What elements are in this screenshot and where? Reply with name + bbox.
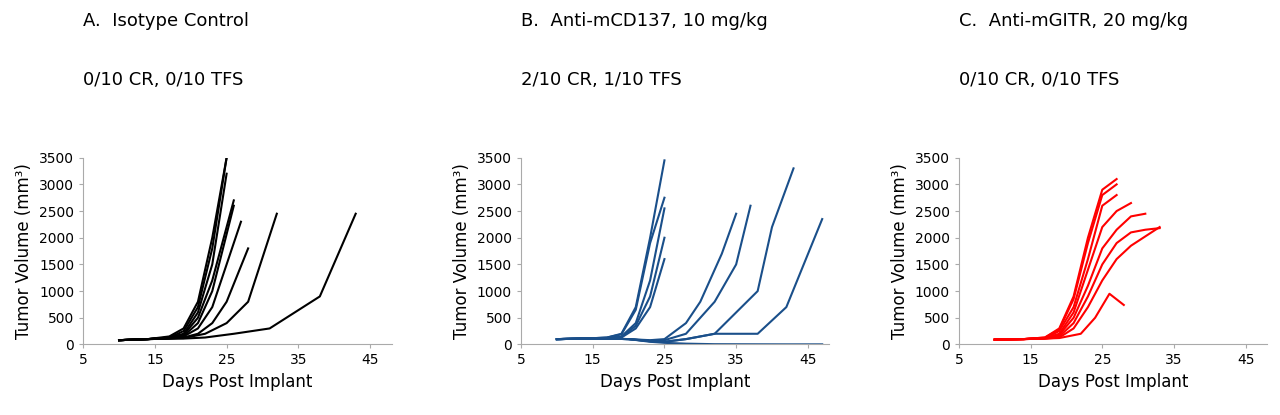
Text: C.  Anti-mGITR, 20 mg/kg: C. Anti-mGITR, 20 mg/kg (959, 12, 1188, 30)
Y-axis label: Tumor Volume (mm³): Tumor Volume (mm³) (453, 163, 471, 339)
X-axis label: Days Post Implant: Days Post Implant (600, 373, 750, 391)
Y-axis label: Tumor Volume (mm³): Tumor Volume (mm³) (15, 163, 33, 339)
Y-axis label: Tumor Volume (mm³): Tumor Volume (mm³) (891, 163, 909, 339)
X-axis label: Days Post Implant: Days Post Implant (1038, 373, 1188, 391)
Text: 2/10 CR, 1/10 TFS: 2/10 CR, 1/10 TFS (521, 71, 682, 88)
Text: B.  Anti-mCD137, 10 mg/kg: B. Anti-mCD137, 10 mg/kg (521, 12, 768, 30)
Text: 0/10 CR, 0/10 TFS: 0/10 CR, 0/10 TFS (959, 71, 1119, 88)
Text: 0/10 CR, 0/10 TFS: 0/10 CR, 0/10 TFS (83, 71, 243, 88)
X-axis label: Days Post Implant: Days Post Implant (163, 373, 312, 391)
Text: A.  Isotype Control: A. Isotype Control (83, 12, 250, 30)
